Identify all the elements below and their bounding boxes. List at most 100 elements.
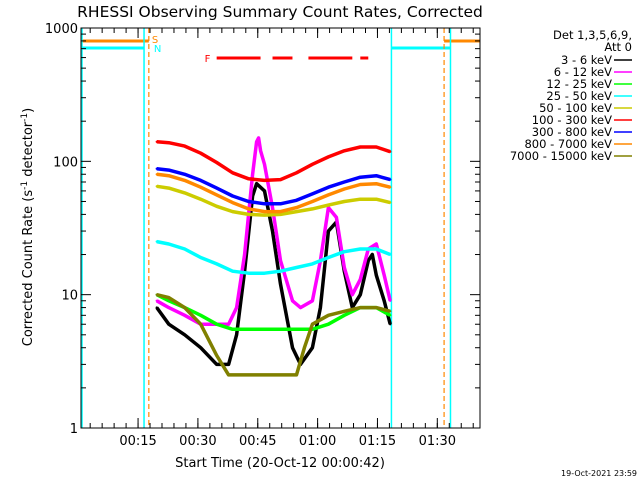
flare-label: F [205,54,211,65]
series-6-point-6 [247,200,250,203]
series-4-point-6 [247,213,250,216]
legend-label-8: 7000 - 15000 keV [510,149,612,163]
series-2-point-15 [389,314,392,317]
series-0-point-16 [319,306,322,309]
series-1-point-6 [235,306,238,309]
series-7-point-9 [295,206,298,209]
series-7-point-13 [359,183,362,186]
series-4-point-8 [279,213,282,216]
series-7-point-8 [279,210,282,213]
x-tick-label-5: 01:30 [419,434,456,449]
series-2-point-4 [215,323,218,326]
plot-frame [80,27,481,429]
series-4-point-2 [183,191,186,195]
series-1-point-9 [255,140,258,143]
series-4-point-12 [343,200,346,203]
series-1-point-26 [383,274,386,277]
series-3-point-9 [295,266,298,269]
series-8-point-9 [295,373,298,377]
series-5-point-8 [279,178,282,181]
series-0-point-2 [183,333,186,336]
series-1-point-5 [227,323,230,326]
series-1-point-25 [375,242,378,246]
series-2-point-12 [343,314,346,317]
series-7-point-12 [343,187,346,191]
series-5-point-6 [247,177,250,180]
series-1-point-13 [271,206,274,209]
series-4-point-13 [359,198,362,201]
legend-label-0: 3 - 6 keV [561,53,612,67]
y-tick-label-0: 1 [70,422,78,437]
x-tick-label-4: 01:15 [359,434,396,449]
series-6-point-9 [295,199,298,202]
series-8-point-8 [279,373,282,377]
series-8-point-7 [259,373,262,377]
series-layer [155,136,392,377]
series-5-point-7 [263,179,266,182]
series-8-point-11 [311,323,314,326]
legend-header-attenuator: Att 0 [604,40,632,54]
series-1-point-2 [183,314,186,317]
series-4-point-15 [389,201,392,204]
series-4-point-11 [327,203,330,207]
series-6-point-8 [279,202,282,205]
series-1-point-0 [155,299,158,302]
series-1-point-20 [335,216,338,219]
series-7-point-2 [183,179,186,182]
series-4-point-7 [263,213,266,217]
series-7-point-0 [155,173,158,176]
series-0-point-6 [235,333,238,336]
series-1-point-10 [257,136,260,140]
series-6-point-5 [231,194,234,198]
series-1-point-16 [299,306,302,309]
series-4-point-1 [167,186,170,190]
series-2-point-5 [231,328,234,331]
series-line-7 [156,172,391,214]
y-axis-label-part-2: detector [21,121,36,181]
y-tick-label-1: 10 [61,289,78,304]
series-0-point-10 [263,189,266,193]
series-0-point-22 [367,259,370,262]
series-7-point-3 [199,186,202,189]
saa-label: S [152,35,158,46]
series-3-point-13 [359,247,362,251]
series-1-point-27 [389,299,392,302]
series-2-point-6 [247,328,250,331]
series-0-point-11 [271,229,274,233]
series-1-point-8 [251,173,254,176]
series-7-point-15 [389,186,392,189]
series-3-point-6 [247,272,250,275]
series-5-point-9 [295,171,298,174]
y-tick-label-2: 100 [53,155,78,170]
y-axis-label-sup-2: -1 [20,113,30,122]
series-5-point-10 [311,163,314,166]
series-5-point-15 [389,150,392,153]
x-tick-label-2: 00:45 [239,434,276,449]
series-1-point-15 [291,299,294,302]
series-0-point-21 [359,293,362,296]
series-5-point-11 [327,155,330,159]
series-6-point-15 [389,178,392,181]
series-0-point-23 [371,253,374,256]
legend-label-5: 100 - 300 keV [532,113,612,127]
series-1-point-14 [279,259,282,262]
series-6-point-3 [199,179,202,182]
x-tick-label-1: 00:30 [179,434,216,449]
series-2-point-7 [263,328,266,331]
series-line-8 [156,292,391,377]
series-5-point-4 [215,161,218,164]
series-8-point-3 [199,323,202,326]
series-6-point-14 [375,174,378,177]
series-3-point-3 [199,256,202,259]
series-3-point-12 [343,250,346,253]
series-0-point-24 [375,274,378,277]
series-4-point-5 [231,210,234,213]
series-line-6 [156,166,391,206]
chart-title: RHESSI Observing Summary Count Rates, Co… [77,3,483,21]
series-8-point-15 [375,306,378,309]
series-3-point-1 [167,242,170,246]
series-6-point-2 [183,173,186,176]
axes: 1 10 100 1000 00:15 00:30 00:45 01:00 01:15 01:30 [45,22,480,449]
legend-label-3: 25 - 50 keV [546,89,612,103]
